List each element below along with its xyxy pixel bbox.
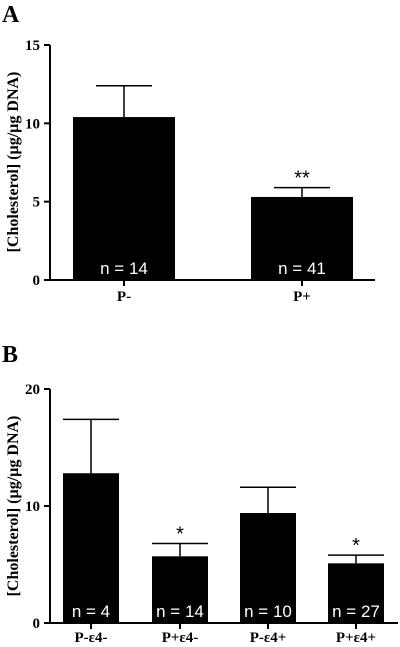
panel-b-y-tick-label: 10	[25, 499, 40, 515]
panel-a-y-axis-label: [Cholesterol] (µg/µg DNA)	[5, 72, 22, 253]
panel-a-n-label: n = 41	[278, 259, 326, 278]
panel-a: A [Cholesterol] (µg/µg DNA) 0 5 10 15 n = 1…	[2, 2, 375, 305]
panel-b-y-axis-label: [Cholesterol] (µg/µg DNA)	[5, 416, 22, 597]
panel-a-marks: n = 14 P- ** n = 41 P+	[73, 84, 353, 305]
panel-a-category-label: P-	[117, 289, 131, 305]
panel-b-y-tick-label: 0	[33, 616, 41, 632]
panel-b-significance-marker: *	[176, 523, 184, 545]
panel-a-category-label: P+	[293, 289, 311, 305]
panel-b-n-label: n = 4	[72, 602, 110, 621]
panel-a-n-label: n = 14	[100, 259, 148, 278]
panel-b-bar	[152, 556, 208, 623]
panel-a-y-tick-label: 10	[25, 116, 40, 132]
panel-b-category-label: P+ε4-	[162, 630, 199, 646]
panel-b-bar	[240, 513, 296, 623]
panel-b-bar	[63, 473, 119, 623]
panel-b-n-label: n = 27	[332, 602, 380, 621]
panel-b-significance-marker: *	[352, 535, 360, 557]
panel-b: B [Cholesterol] (µg/µg DNA) 0 10 20 n = 4 P…	[2, 342, 398, 646]
panel-a-bar	[251, 196, 353, 280]
panel-b-label: B	[2, 342, 18, 368]
panel-a-label: A	[2, 2, 20, 28]
panel-a-y-tick-label: 5	[33, 195, 41, 211]
panel-a-significance-marker: **	[294, 168, 310, 190]
panel-a-y-tick-label: 0	[33, 273, 41, 289]
panel-b-n-label: n = 10	[244, 602, 292, 621]
panel-b-y-tick-label: 20	[25, 382, 40, 398]
panel-b-n-label: n = 14	[156, 602, 204, 621]
panel-b-category-label: P+ε4+	[336, 630, 376, 646]
panel-b-marks: n = 4 P-ε4- * n = 14 P+ε4- n = 10 P-ε4+ * n = 27…	[63, 418, 384, 646]
panel-b-bar	[328, 563, 384, 623]
panel-a-bar	[73, 117, 175, 280]
panel-a-y-tick-label: 15	[25, 38, 40, 54]
panel-b-category-label: P-ε4+	[250, 630, 287, 646]
panel-b-category-label: P-ε4-	[74, 630, 107, 646]
